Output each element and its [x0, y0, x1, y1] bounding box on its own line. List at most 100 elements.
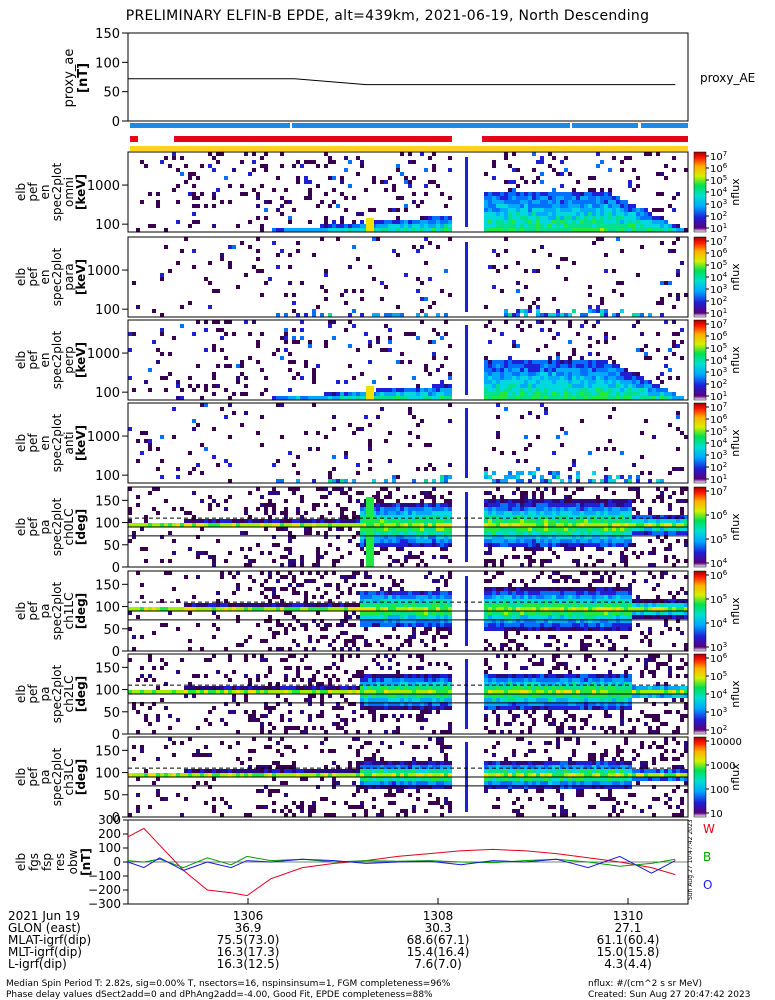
spec-cell: [324, 583, 328, 587]
spec-cell: [516, 587, 520, 591]
spec-cell: [420, 281, 424, 285]
spec-cell: [564, 384, 568, 388]
spec-cell: [180, 249, 184, 253]
spec-cell: [408, 392, 412, 396]
spec-cell: [520, 627, 524, 631]
spec-cell: [192, 674, 196, 678]
spec-cell: [576, 212, 580, 216]
spec-cell: [504, 200, 508, 204]
spec-cell: [336, 714, 340, 718]
spec-cell: [524, 611, 528, 615]
spec-cell: [436, 228, 440, 232]
spec-cell: [620, 216, 624, 220]
spec-cell: [612, 360, 616, 364]
panel-frame: [127, 570, 689, 652]
spec-cell: [384, 603, 388, 607]
spec-cell: [664, 224, 668, 228]
spec-cell: [580, 531, 584, 535]
spec-cell: [140, 523, 144, 527]
spec-cell: [492, 380, 496, 384]
spec-cell: [608, 188, 612, 192]
spec-cell: [584, 200, 588, 204]
spec-cell: [652, 392, 656, 396]
spec-cell: [616, 543, 620, 547]
spec-cell: [416, 313, 420, 317]
spec-cell: [604, 447, 608, 451]
spec-cell: [340, 619, 344, 623]
spec-cell: [128, 511, 132, 515]
spec-cell: [628, 615, 632, 619]
spec-cell: [260, 722, 264, 726]
spec-cell: [172, 152, 176, 156]
spec-cell: [416, 603, 420, 607]
spec-cell: [256, 344, 260, 348]
spec-cell: [632, 487, 636, 491]
spec-cell: [632, 551, 636, 555]
spec-cell: [428, 539, 432, 543]
spec-cell: [676, 523, 680, 527]
spec-cell: [312, 503, 316, 507]
spec-cell: [516, 615, 520, 619]
spec-cell: [588, 360, 592, 364]
spec-cell: [404, 204, 408, 208]
spec-cell: [540, 619, 544, 623]
spec-cell: [312, 372, 316, 376]
spec-cell: [568, 495, 572, 499]
spec-cell: [240, 160, 244, 164]
spec-cell: [308, 527, 312, 531]
spec-cell: [584, 392, 588, 396]
spec-cell: [356, 615, 360, 619]
spec-cell: [484, 615, 488, 619]
spec-cell: [348, 702, 352, 706]
spec-cell: [612, 228, 616, 232]
spec-cell: [528, 388, 532, 392]
spec-cell: [552, 360, 556, 364]
spec-cell: [576, 228, 580, 232]
spec-cell: [652, 563, 656, 567]
spec-cell: [272, 535, 276, 539]
spec-cell: [416, 543, 420, 547]
spec-cell: [572, 491, 576, 495]
spec-cell: [588, 336, 592, 340]
spec-cell: [564, 591, 568, 595]
spec-cell: [608, 591, 612, 595]
spec-cell: [268, 503, 272, 507]
spec-cell: [232, 686, 236, 690]
spec-cell: [664, 164, 668, 168]
spec-cell: [396, 313, 400, 317]
spec-cell: [636, 216, 640, 220]
spec-cell: [532, 384, 536, 388]
spec-cell: [672, 228, 676, 232]
spec-cell: [408, 519, 412, 523]
spec-gap-strip: [465, 242, 468, 312]
cbar-tick-label: 103: [710, 449, 727, 462]
spec-cell: [424, 563, 428, 567]
spec-cell: [504, 643, 508, 647]
spec-cell: [348, 160, 352, 164]
spec-cell: [632, 380, 636, 384]
spec-cell: [508, 543, 512, 547]
spec-cell: [360, 670, 364, 674]
spec-cell: [544, 407, 548, 411]
spec-cell: [312, 479, 316, 483]
spec-cell: [488, 507, 492, 511]
spec-cell: [384, 324, 388, 328]
spec-cell: [600, 368, 604, 372]
spec-cell: [496, 523, 500, 527]
spec-cell: [512, 396, 516, 400]
spec-cell: [592, 503, 596, 507]
spec-cell: [580, 619, 584, 623]
spec-cell: [288, 487, 292, 491]
spec-cell: [420, 228, 424, 232]
spec-cell: [348, 224, 352, 228]
spec-cell: [552, 527, 556, 531]
spec-cell: [312, 690, 316, 694]
spec-cell: [184, 164, 188, 168]
spec-cell: [556, 356, 560, 360]
spec-cell: [316, 686, 320, 690]
spec-cell: [580, 535, 584, 539]
spec-cell: [316, 563, 320, 567]
spec-cell: [620, 511, 624, 515]
spec-cell: [492, 647, 496, 651]
spec-cell: [324, 730, 328, 734]
